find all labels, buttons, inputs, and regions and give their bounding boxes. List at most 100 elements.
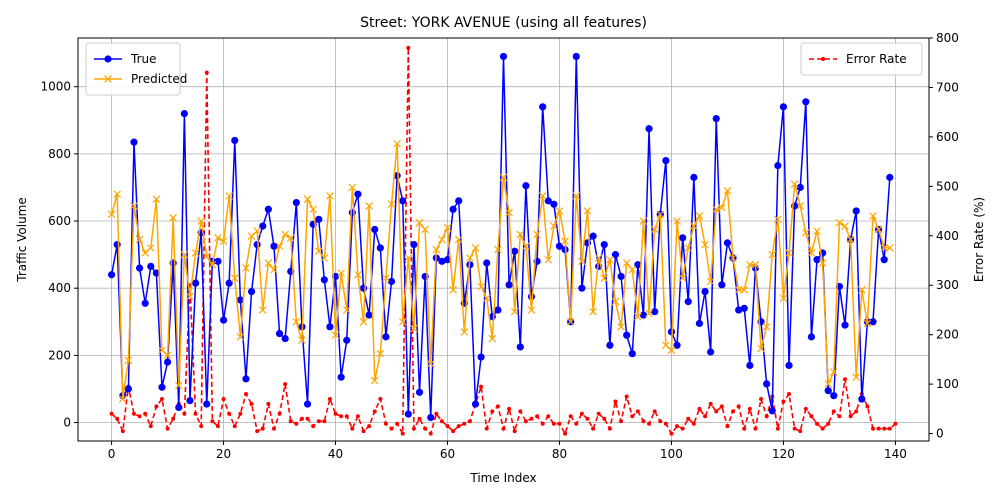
data-point bbox=[712, 115, 720, 123]
data-point bbox=[871, 426, 876, 431]
data-point bbox=[566, 317, 575, 326]
data-point bbox=[555, 242, 564, 250]
data-point bbox=[361, 429, 366, 434]
data-point bbox=[779, 294, 788, 303]
data-point bbox=[714, 409, 719, 414]
data-point bbox=[662, 156, 670, 165]
data-point bbox=[843, 377, 848, 382]
data-point bbox=[707, 348, 715, 356]
data-point bbox=[225, 279, 233, 287]
data-point bbox=[882, 426, 887, 431]
data-point bbox=[354, 190, 362, 198]
data-point bbox=[231, 136, 239, 145]
data-point bbox=[729, 254, 737, 262]
data-point bbox=[634, 312, 642, 321]
data-point bbox=[275, 242, 284, 251]
x-axis-label: Time Index bbox=[469, 471, 536, 485]
data-point bbox=[382, 333, 390, 341]
data-point bbox=[404, 410, 412, 418]
data-point bbox=[723, 239, 732, 247]
data-point bbox=[314, 247, 323, 256]
data-point bbox=[130, 138, 138, 146]
series-line bbox=[110, 56, 891, 418]
data-point bbox=[865, 404, 870, 409]
data-point bbox=[669, 431, 674, 436]
data-point bbox=[455, 197, 463, 205]
data-point bbox=[869, 212, 877, 220]
data-point bbox=[798, 429, 803, 434]
data-point bbox=[522, 182, 530, 190]
data-point bbox=[439, 419, 444, 424]
data-point bbox=[747, 406, 752, 411]
data-point bbox=[471, 400, 480, 408]
data-point bbox=[667, 346, 676, 355]
data-point bbox=[574, 421, 579, 426]
data-point bbox=[589, 232, 597, 240]
data-point bbox=[516, 343, 524, 351]
legend-box bbox=[800, 42, 923, 76]
data-point bbox=[639, 311, 648, 319]
data-point bbox=[841, 222, 849, 230]
data-point bbox=[736, 404, 741, 409]
data-point bbox=[326, 192, 334, 200]
data-point bbox=[762, 322, 771, 331]
data-point bbox=[579, 411, 584, 416]
data-point bbox=[723, 186, 732, 195]
data-point bbox=[109, 411, 114, 416]
x-tick-label: 60 bbox=[440, 447, 455, 461]
data-point bbox=[529, 416, 534, 421]
data-point bbox=[197, 217, 205, 225]
data-point bbox=[454, 235, 463, 244]
data-point bbox=[613, 399, 618, 404]
data-point bbox=[639, 217, 648, 225]
data-point bbox=[421, 225, 429, 234]
data-point bbox=[684, 244, 693, 252]
data-point bbox=[426, 359, 435, 368]
data-point bbox=[635, 409, 640, 414]
data-point bbox=[718, 281, 726, 289]
data-point bbox=[186, 292, 194, 301]
data-point bbox=[219, 316, 228, 324]
data-point bbox=[852, 207, 860, 215]
data-point bbox=[443, 223, 452, 232]
data-point bbox=[763, 380, 771, 388]
data-point bbox=[628, 350, 636, 358]
data-point bbox=[731, 409, 736, 414]
data-point bbox=[818, 259, 827, 267]
data-point bbox=[236, 333, 245, 341]
data-point bbox=[841, 321, 849, 329]
data-point bbox=[337, 373, 345, 381]
data-point bbox=[371, 225, 379, 234]
data-point bbox=[107, 210, 116, 219]
data-point bbox=[835, 218, 844, 227]
data-point bbox=[243, 392, 248, 397]
data-point bbox=[490, 409, 495, 414]
data-point bbox=[264, 205, 272, 213]
data-point bbox=[270, 265, 278, 274]
data-point bbox=[742, 426, 747, 431]
legend-marker bbox=[104, 55, 112, 63]
data-point bbox=[488, 334, 497, 343]
data-point bbox=[703, 414, 708, 419]
x-tick-label: 100 bbox=[660, 447, 683, 461]
data-point bbox=[734, 286, 743, 294]
data-point bbox=[607, 426, 612, 431]
data-point bbox=[255, 429, 260, 434]
data-point bbox=[152, 195, 161, 204]
data-point bbox=[596, 411, 601, 416]
data-point bbox=[494, 245, 502, 254]
data-point bbox=[712, 205, 721, 214]
data-point bbox=[628, 265, 637, 274]
data-point bbox=[686, 416, 691, 421]
data-point bbox=[482, 294, 491, 303]
data-point bbox=[740, 286, 749, 294]
data-point bbox=[432, 245, 441, 254]
data-point bbox=[539, 103, 547, 111]
data-point bbox=[292, 198, 300, 207]
y-left-tick-label: 0 bbox=[63, 416, 71, 430]
data-point bbox=[146, 244, 155, 252]
data-point bbox=[501, 426, 506, 431]
data-point bbox=[546, 414, 551, 419]
legend-label: Predicted bbox=[131, 72, 187, 86]
data-point bbox=[253, 227, 261, 235]
